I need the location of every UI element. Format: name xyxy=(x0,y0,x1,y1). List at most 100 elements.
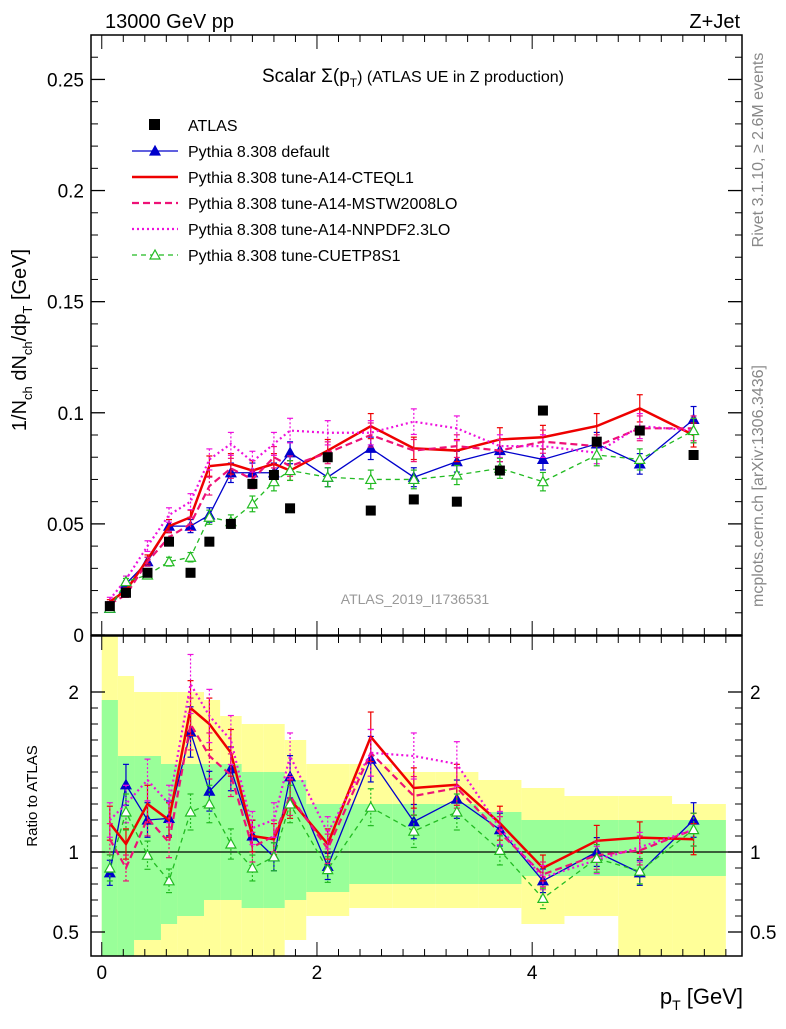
ratio-marker-cuetp xyxy=(321,863,334,875)
ratio-y-tick-label-left: 1 xyxy=(68,843,79,864)
data-point-atlas xyxy=(120,587,131,598)
data-point-atlas xyxy=(408,494,419,505)
marker-cuetp xyxy=(246,497,259,509)
main-y-ticks: 0 0.05 0.1 0.15 0.2 0.25 xyxy=(47,56,742,647)
ratio-marker-cuetp xyxy=(493,844,506,856)
marker-cuetp xyxy=(536,475,549,487)
uncertainty-band-inner xyxy=(203,764,221,900)
ratio-marker-cuetp xyxy=(267,850,280,862)
marker-cuetp xyxy=(119,575,132,587)
chart-title-tail: ) (ATLAS UE in Z production) xyxy=(357,69,564,86)
x-tick-label: 2 xyxy=(312,963,323,984)
header-right-label: Z+Jet xyxy=(689,11,740,33)
data-point-atlas xyxy=(164,536,175,547)
data-point-atlas xyxy=(494,465,505,476)
main-y-axis-label: 1/Nch dNch/dpT [GeV] xyxy=(9,249,35,431)
x-tick-label: 0 xyxy=(96,963,107,984)
legend-item-nnpdf: Pythia 8.308 tune-A14-NNPDF2.3LO xyxy=(132,222,450,239)
legend-item-cuetp: Pythia 8.308 tune-CUETP8S1 xyxy=(132,248,401,265)
legend-label-atlas: ATLAS xyxy=(188,118,238,135)
series-line-nnpdf xyxy=(108,420,694,601)
data-point-atlas xyxy=(225,518,236,529)
series-line-mstw xyxy=(109,427,694,605)
data-point-atlas xyxy=(104,601,115,612)
rivet-version-label: Rivet 3.1.10, ≥ 2.6M events xyxy=(750,53,767,248)
legend-item-atlas: ATLAS xyxy=(149,118,238,135)
mcplots-label: mcplots.cern.ch [arXiv:1306.3436] xyxy=(750,365,767,607)
main-plot-area xyxy=(103,394,700,613)
series-atlas xyxy=(104,405,699,612)
data-point-atlas xyxy=(365,505,376,516)
data-point-atlas xyxy=(322,452,333,463)
data-point-atlas xyxy=(634,425,645,436)
series-line-cuetp xyxy=(109,429,694,609)
marker-cuetp xyxy=(590,448,603,460)
data-point-atlas xyxy=(285,503,296,514)
legend-item-default: Pythia 8.308 default xyxy=(132,144,330,161)
ratio-series-cuetp xyxy=(103,784,700,910)
ratio-marker-cuetp xyxy=(246,861,259,873)
main-panel-frame xyxy=(90,34,743,636)
legend-marker-cuetp xyxy=(148,248,162,260)
x-tick-label: 4 xyxy=(527,963,538,984)
data-point-atlas xyxy=(451,496,462,507)
legend-label-nnpdf: Pythia 8.308 tune-A14-NNPDF2.3LO xyxy=(188,222,450,239)
marker-cuetp xyxy=(450,468,463,480)
main-y-tick-label: 0 xyxy=(73,626,84,647)
main-panel: 0 0.05 0.1 0.15 0.2 0.25 xyxy=(47,35,742,647)
analysis-label: ATLAS_2019_I1736531 xyxy=(341,591,490,607)
ratio-panel: 0.5 0.5 1 1 2 2 0 2 4 xyxy=(53,636,777,984)
data-point-atlas xyxy=(142,567,153,578)
marker-cuetp xyxy=(407,473,420,485)
main-y-tick-label: 0.15 xyxy=(47,293,84,314)
uncertainty-band-inner xyxy=(220,764,242,900)
legend-label-default: Pythia 8.308 default xyxy=(188,144,330,161)
ratio-y-ticks: 0.5 0.5 1 1 2 2 xyxy=(53,683,777,944)
main-y-tick-label: 0.1 xyxy=(58,404,84,425)
marker-cuetp xyxy=(184,550,197,562)
ratio-marker-cuetp xyxy=(141,848,154,860)
ratio-marker-cuetp xyxy=(687,823,700,835)
ratio-marker-cuetp xyxy=(224,837,237,849)
marker-default xyxy=(536,453,549,465)
chart-title: Scalar Σ(pT) (ATLAS UE in Z production) xyxy=(262,66,564,90)
legend-item-cteql1: Pythia 8.308 tune-A14-CTEQL1 xyxy=(132,170,414,187)
ratio-marker-cuetp xyxy=(103,861,116,873)
ratio-marker-default xyxy=(119,778,132,790)
chart-title-sub: T xyxy=(350,76,358,90)
ratio-marker-cuetp xyxy=(162,874,176,886)
data-point-atlas xyxy=(204,536,215,547)
legend-item-mstw: Pythia 8.308 tune-A14-MSTW2008LO xyxy=(132,196,457,213)
ratio-marker-cuetp xyxy=(407,824,420,836)
ratio-marker-cuetp xyxy=(119,805,132,817)
header-left-label: 13000 GeV pp xyxy=(105,11,234,33)
marker-cuetp xyxy=(321,470,334,482)
ratio-y-tick-label-right: 0.5 xyxy=(750,923,776,944)
marker-cuetp xyxy=(267,475,280,487)
ratio-marker-cuetp xyxy=(203,797,216,809)
marker-cuetp xyxy=(364,473,377,485)
data-point-atlas xyxy=(591,436,602,447)
main-x-ticks xyxy=(101,35,727,635)
marker-default xyxy=(364,442,377,453)
x-axis-label: pT [GeV] xyxy=(660,984,743,1013)
ratio-y-tick-label-left: 2 xyxy=(68,683,79,704)
ratio-y-axis-label: Ratio to ATLAS xyxy=(24,745,41,846)
main-y-tick-label: 0.2 xyxy=(58,182,84,203)
marker-cuetp xyxy=(633,453,646,465)
ratio-marker-cuetp xyxy=(184,805,197,817)
ratio-marker-cuetp xyxy=(450,805,463,817)
legend: ATLAS Pythia 8.308 default Pythia 8.308 tu… xyxy=(132,118,457,265)
marker-cuetp xyxy=(284,464,297,476)
ratio-marker-cuetp xyxy=(590,852,603,864)
data-point-atlas xyxy=(268,470,279,480)
legend-label-cuetp: Pythia 8.308 tune-CUETP8S1 xyxy=(188,248,401,265)
ratio-marker-cuetp xyxy=(536,892,549,904)
series-line-cteql1 xyxy=(109,406,695,603)
data-point-atlas xyxy=(537,405,548,416)
ratio-y-tick-label-left: 0.5 xyxy=(53,923,79,944)
ratio-marker-cuetp xyxy=(364,800,377,812)
ratio-marker-cuetp xyxy=(284,797,297,809)
